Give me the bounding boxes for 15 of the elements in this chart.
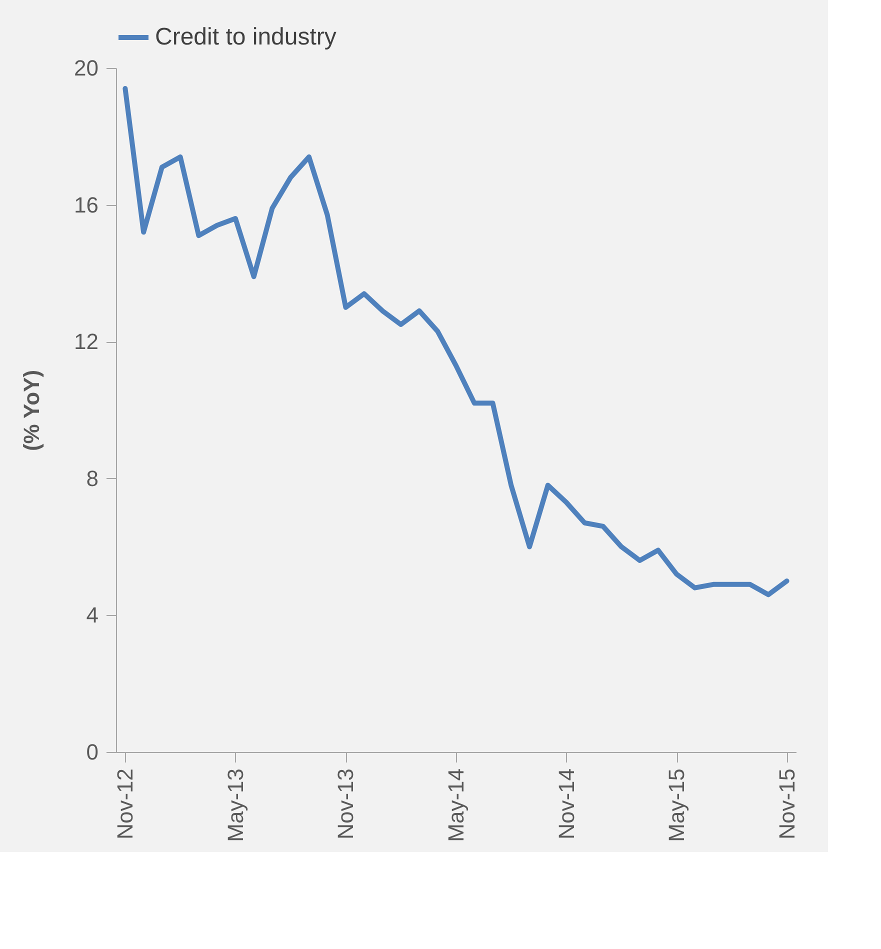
x-tick-label: May-15	[664, 768, 690, 842]
x-tick-label: Nov-14	[554, 768, 579, 840]
x-tick-label: Nov-13	[333, 768, 358, 840]
y-tick-label: 20	[74, 56, 98, 80]
y-tick-label: 4	[86, 602, 98, 628]
x-tick-label: Nov-15	[774, 768, 800, 840]
x-tick-label: May-13	[222, 768, 248, 842]
y-tick-label: 8	[86, 466, 98, 491]
x-tick-label: May-14	[444, 768, 468, 842]
y-tick-label: 0	[86, 740, 98, 764]
legend-label: Credit to industry	[155, 24, 336, 50]
y-tick-label: 16	[74, 192, 98, 218]
y-axis-title: (% YoY)	[19, 370, 44, 452]
x-tick-label: Nov-12	[112, 768, 138, 840]
y-tick-label: 12	[74, 329, 98, 354]
